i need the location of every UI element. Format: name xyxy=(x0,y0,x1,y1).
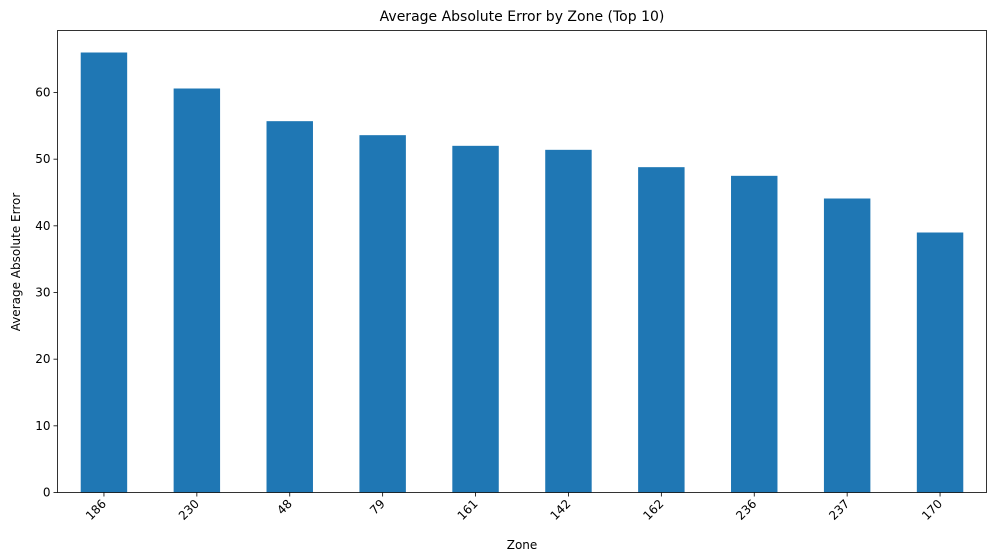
bar-230 xyxy=(173,88,221,493)
bars-group xyxy=(80,52,964,493)
y-axis-label: Average Absolute Error xyxy=(9,193,23,332)
bar-236 xyxy=(731,175,778,493)
x-tick-label-237: 237 xyxy=(826,497,852,523)
y-tick-label: 60 xyxy=(35,86,50,100)
bar-186 xyxy=(80,52,128,493)
y-tick-label: 30 xyxy=(35,286,50,300)
bar-79 xyxy=(359,135,406,493)
y-tick-label: 0 xyxy=(43,486,51,500)
x-tick-label-162: 162 xyxy=(640,497,666,523)
y-tick-label: 20 xyxy=(35,352,50,366)
bar-142 xyxy=(545,149,592,493)
x-axis-label: Zone xyxy=(507,538,538,552)
x-tick-label-161: 161 xyxy=(455,497,481,523)
bar-237 xyxy=(823,198,871,493)
x-tick-label-236: 236 xyxy=(733,497,759,523)
x-tick-label-142: 142 xyxy=(547,497,573,523)
plot-frame xyxy=(57,30,987,493)
y-tick-label: 50 xyxy=(35,152,50,166)
x-tick-label-230: 230 xyxy=(176,497,202,523)
x-tick-label-170: 170 xyxy=(919,497,945,523)
y-tick-label: 10 xyxy=(35,419,50,433)
x-tick-label-79: 79 xyxy=(367,497,388,518)
x-tick-label-48: 48 xyxy=(274,497,295,518)
bar-161 xyxy=(452,145,499,493)
x-tick-label-186: 186 xyxy=(83,497,109,523)
chart-title: Average Absolute Error by Zone (Top 10) xyxy=(380,9,665,25)
bar-162 xyxy=(638,167,685,493)
y-tick-label: 40 xyxy=(35,219,50,233)
y-axis: 0 10 20 30 40 50 60 xyxy=(35,86,58,500)
x-axis: 186 230 48 79 161 142 162 236 237 170 xyxy=(83,492,945,523)
bar-170 xyxy=(916,232,964,493)
bar-48 xyxy=(266,121,313,493)
